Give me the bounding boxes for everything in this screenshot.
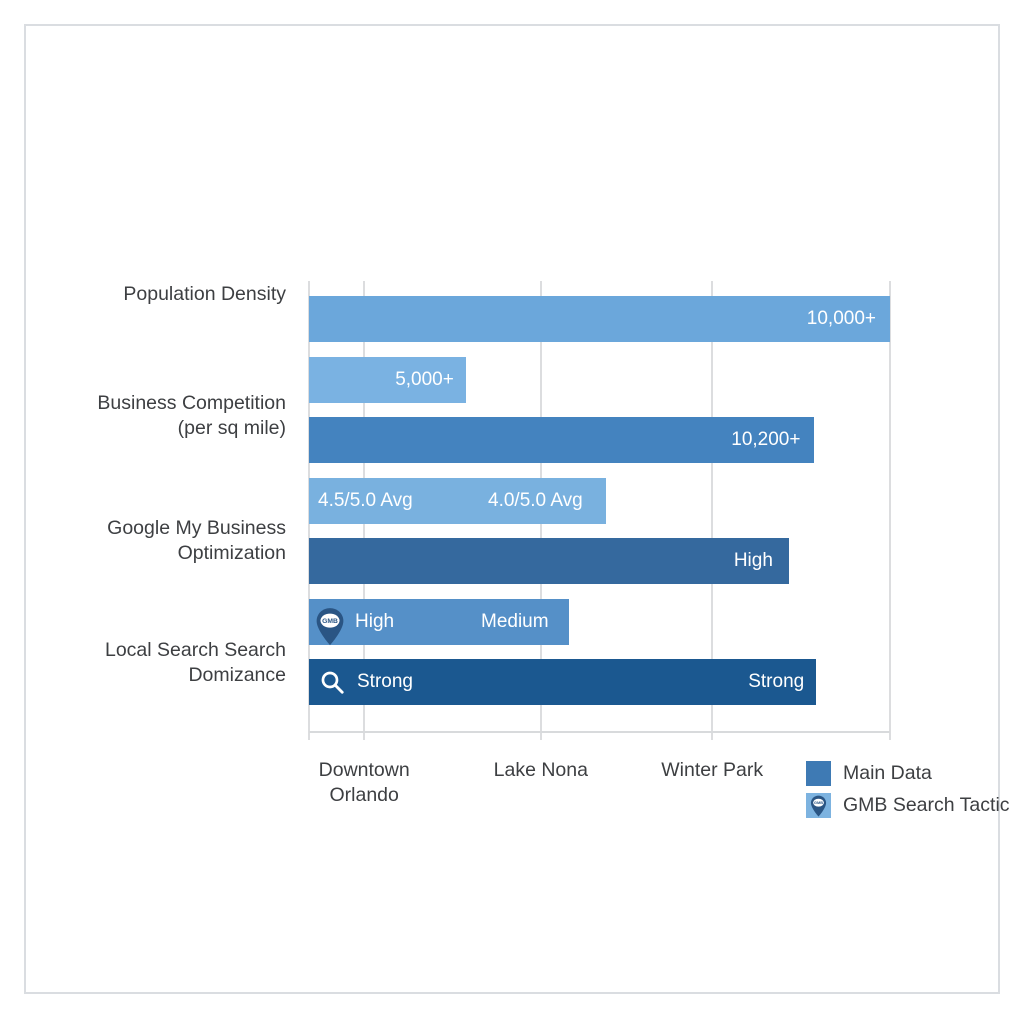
bar-local-search-dominance-main: Strong Strong: [309, 659, 817, 705]
bar-value-label: High: [355, 611, 395, 632]
gridline: [889, 281, 891, 740]
bar-gmb-optimization-main: High: [309, 538, 789, 584]
bar-value-label: 10,000+: [806, 308, 876, 329]
bar-value-label: 10,200+: [731, 429, 801, 450]
category-label: Population Density: [62, 282, 286, 307]
gmb-pin-icon: GMB: [810, 795, 827, 817]
category-label: Business Competition (per sq mile): [62, 391, 286, 441]
x-tick-label-line: Downtown: [318, 759, 410, 781]
svg-text:GMB: GMB: [814, 801, 823, 805]
bar-population-density-main: 10,000+: [309, 296, 890, 342]
bar-value-label: Medium: [481, 611, 549, 632]
x-tick-label-line: Winter Park: [661, 759, 764, 781]
search-icon: [321, 671, 344, 694]
bar-value-label: High: [733, 550, 773, 571]
main-data-swatch: [806, 761, 831, 786]
category-label-line: Domizance: [188, 664, 286, 686]
bar-business-competition-gmb: 4.5/5.0 Avg 4.0/5.0 Avg: [309, 478, 607, 524]
category-label-line: Google My Business: [107, 517, 286, 539]
category-label-line: Business Competition: [97, 392, 286, 414]
plot-area: 10,000+ 5,000+ 10,200+ 4.5/5.0 Avg 4.0/5.0 A…: [308, 281, 891, 806]
category-label-line: Local Search Search: [104, 639, 286, 661]
bar-gmb-optimization-gmb: GMB High Medium: [309, 599, 570, 646]
legend-label: GMB Search Tactic: [843, 794, 1010, 816]
legend-item-gmb-search-tactic: GMB GMB Search Tactic: [806, 793, 1010, 818]
chart-frame: Population Density Business Competition (p…: [24, 24, 1010, 994]
category-label: Local Search Search Domizance: [62, 638, 286, 688]
legend: Main Data GMB GMB Search Tactic: [806, 761, 1010, 825]
gridline: [711, 281, 714, 740]
x-tick-label-line: Lake Nona: [493, 759, 588, 781]
legend-label: Main Data: [843, 762, 932, 784]
category-label-line: (per sq mile): [177, 417, 286, 439]
bar-business-competition-main: 10,200+: [309, 417, 815, 463]
bar-value-label: 5,000+: [395, 369, 454, 390]
category-label: Google My Business Optimization: [62, 516, 286, 566]
bar-value-label: 4.5/5.0 Avg: [318, 490, 413, 511]
bar-value-label: 4.0/5.0 Avg: [488, 490, 583, 511]
x-tick-label: Winter Park: [627, 758, 797, 783]
legend-item-main-data: Main Data: [806, 761, 1010, 786]
x-tick-label: Lake Nona: [456, 758, 626, 783]
x-tick-label: Downtown Orlando: [279, 758, 449, 808]
bar-value-label: Strong: [357, 671, 413, 692]
category-label-line: Optimization: [177, 542, 286, 564]
bar-population-density-gmb: 5,000+: [309, 357, 466, 403]
gmb-search-tactic-swatch: GMB: [806, 793, 831, 818]
category-label-line: Population Density: [123, 283, 286, 305]
x-tick-label-line: Orlando: [329, 784, 399, 806]
x-axis-line: [309, 731, 890, 733]
svg-text:GMB: GMB: [322, 618, 338, 625]
bar-value-label: Strong: [748, 671, 805, 692]
gmb-pin-icon: GMB: [316, 608, 344, 646]
